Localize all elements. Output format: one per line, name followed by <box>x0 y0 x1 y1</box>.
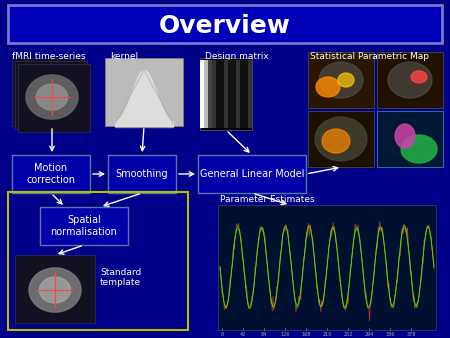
FancyBboxPatch shape <box>208 60 211 128</box>
Polygon shape <box>26 75 78 119</box>
FancyBboxPatch shape <box>248 60 252 128</box>
FancyBboxPatch shape <box>40 207 128 245</box>
FancyBboxPatch shape <box>12 155 90 193</box>
Text: 378: 378 <box>406 332 416 337</box>
FancyBboxPatch shape <box>377 52 443 108</box>
FancyBboxPatch shape <box>216 60 220 128</box>
Polygon shape <box>411 71 427 83</box>
Text: fMRI time-series: fMRI time-series <box>12 52 86 61</box>
FancyBboxPatch shape <box>220 60 224 128</box>
FancyBboxPatch shape <box>244 60 248 128</box>
Text: 294: 294 <box>364 332 373 337</box>
Text: 210: 210 <box>322 332 332 337</box>
FancyBboxPatch shape <box>198 155 306 193</box>
Text: Spatial
normalisation: Spatial normalisation <box>50 215 117 237</box>
Text: Parameter Estimates: Parameter Estimates <box>220 195 315 204</box>
Text: 0: 0 <box>220 332 224 337</box>
FancyBboxPatch shape <box>236 60 239 128</box>
FancyBboxPatch shape <box>212 60 216 128</box>
Polygon shape <box>338 73 354 87</box>
FancyBboxPatch shape <box>218 205 436 330</box>
Text: Motion
correction: Motion correction <box>27 163 76 185</box>
Text: Standard
template: Standard template <box>100 268 141 287</box>
FancyBboxPatch shape <box>108 155 176 193</box>
Polygon shape <box>316 77 340 97</box>
FancyBboxPatch shape <box>12 58 84 126</box>
Polygon shape <box>315 117 367 161</box>
Text: 42: 42 <box>240 332 246 337</box>
Text: 168: 168 <box>302 332 310 337</box>
FancyBboxPatch shape <box>8 5 442 43</box>
FancyBboxPatch shape <box>18 64 90 132</box>
FancyBboxPatch shape <box>240 60 243 128</box>
Polygon shape <box>319 62 363 98</box>
FancyBboxPatch shape <box>228 60 231 128</box>
Polygon shape <box>388 62 432 98</box>
Polygon shape <box>401 135 437 163</box>
FancyBboxPatch shape <box>377 111 443 167</box>
Text: Design matrix: Design matrix <box>205 52 269 61</box>
FancyBboxPatch shape <box>15 255 95 323</box>
Text: Smoothing: Smoothing <box>116 169 168 179</box>
FancyBboxPatch shape <box>15 61 87 129</box>
FancyBboxPatch shape <box>308 111 374 167</box>
Text: 84: 84 <box>261 332 267 337</box>
FancyBboxPatch shape <box>105 58 183 126</box>
Polygon shape <box>322 129 350 153</box>
Text: General Linear Model: General Linear Model <box>200 169 304 179</box>
FancyBboxPatch shape <box>232 60 235 128</box>
Polygon shape <box>395 124 415 148</box>
Polygon shape <box>36 84 68 110</box>
Text: 126: 126 <box>280 332 290 337</box>
Text: kernel: kernel <box>110 52 138 61</box>
Text: 252: 252 <box>343 332 353 337</box>
FancyBboxPatch shape <box>204 60 207 128</box>
FancyBboxPatch shape <box>224 60 228 128</box>
FancyBboxPatch shape <box>200 58 252 130</box>
Text: 336: 336 <box>385 332 395 337</box>
Polygon shape <box>29 268 81 312</box>
FancyBboxPatch shape <box>308 52 374 108</box>
Text: Overview: Overview <box>159 14 291 38</box>
FancyBboxPatch shape <box>200 60 203 128</box>
Polygon shape <box>40 277 71 303</box>
Text: Statistical Parametric Map: Statistical Parametric Map <box>310 52 429 61</box>
